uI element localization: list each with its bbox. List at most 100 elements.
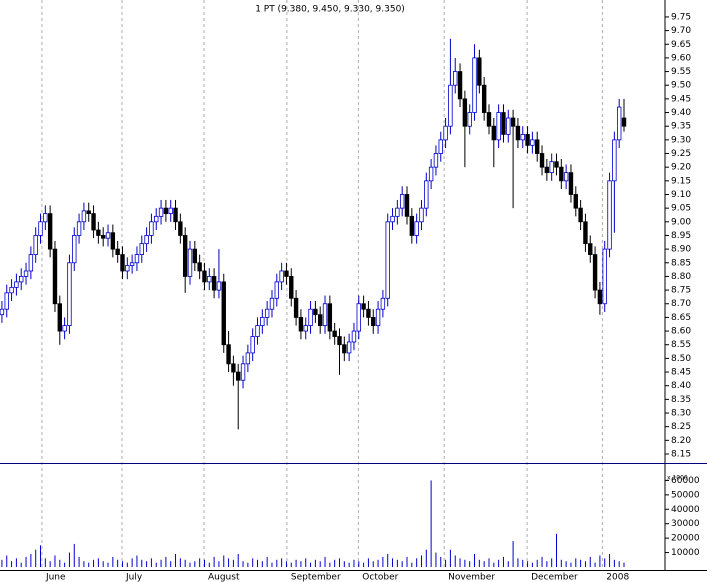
x-tick-label: October bbox=[362, 573, 398, 582]
candle-body bbox=[583, 221, 588, 245]
y-tick-label: 9.60 bbox=[671, 53, 691, 63]
y-tick-label: 30000 bbox=[671, 519, 700, 529]
candle-body bbox=[245, 352, 251, 365]
candle-body bbox=[515, 125, 521, 141]
candle-body bbox=[110, 232, 116, 250]
candle-body bbox=[568, 172, 574, 195]
candle-body bbox=[457, 71, 463, 100]
y-tick-label: 9.40 bbox=[671, 108, 691, 118]
x-tick-label: 2008 bbox=[606, 573, 629, 582]
candle-body bbox=[578, 207, 583, 223]
y-tick-label: 40000 bbox=[671, 505, 700, 515]
candle-body bbox=[202, 270, 207, 283]
y-tick-label: 8.70 bbox=[671, 299, 691, 309]
y-tick-label: 50000 bbox=[671, 490, 700, 500]
y-tick-label: 8.40 bbox=[671, 381, 691, 391]
candle-body bbox=[298, 317, 304, 332]
candle-body bbox=[216, 281, 222, 291]
candle-body bbox=[385, 221, 390, 299]
candle-body bbox=[356, 303, 361, 332]
candle-body bbox=[366, 308, 371, 318]
candle-body bbox=[211, 276, 217, 291]
candle-body bbox=[327, 303, 333, 332]
y-tick-label: 8.90 bbox=[671, 245, 691, 255]
candle-body bbox=[448, 84, 453, 127]
candle-body bbox=[231, 363, 236, 373]
candle-body bbox=[342, 344, 347, 354]
candle-body bbox=[76, 221, 82, 236]
y-tick-label: 60000 bbox=[671, 476, 700, 486]
y-tick-label: 8.55 bbox=[671, 340, 691, 350]
candle-body bbox=[501, 112, 506, 135]
y-tick-label: 8.75 bbox=[671, 286, 691, 296]
candle-body bbox=[105, 232, 111, 239]
candle-body bbox=[52, 248, 58, 305]
y-tick-label: 9.15 bbox=[671, 176, 691, 186]
y-tick-label: 8.35 bbox=[671, 395, 691, 405]
candle-body bbox=[47, 213, 53, 250]
candle-body bbox=[86, 210, 91, 215]
candle-body bbox=[525, 133, 530, 146]
candle-body bbox=[144, 235, 149, 245]
candle-body bbox=[332, 330, 337, 337]
candle-body bbox=[120, 254, 125, 272]
candle-body bbox=[207, 276, 212, 283]
candle-body bbox=[149, 221, 154, 236]
candle-body bbox=[192, 248, 198, 264]
candle-body bbox=[612, 139, 617, 182]
candle-body bbox=[240, 363, 246, 381]
y-tick-label: 9.20 bbox=[671, 163, 691, 173]
candle-body bbox=[0, 308, 5, 316]
candle-body bbox=[559, 166, 564, 182]
candle-body bbox=[96, 229, 101, 236]
candle-body bbox=[539, 153, 545, 168]
candle-body bbox=[100, 235, 106, 239]
candle-body bbox=[346, 341, 352, 354]
candle-body bbox=[554, 161, 559, 168]
x-tick-label: July bbox=[125, 573, 143, 582]
y-tick-label: 9.75 bbox=[671, 12, 691, 22]
candle-body bbox=[269, 297, 275, 310]
candle-body bbox=[250, 336, 255, 354]
candle-body bbox=[293, 297, 299, 318]
candle-body bbox=[535, 139, 540, 154]
candle-body bbox=[607, 180, 612, 250]
y-tick-label: 9.25 bbox=[671, 149, 691, 159]
candle-body bbox=[33, 235, 38, 255]
chart-title: 1 PT (9.380, 9.450, 9.330, 9.350) bbox=[255, 5, 405, 15]
x-tick-label: August bbox=[208, 573, 240, 582]
candle-body bbox=[154, 215, 159, 223]
candle-body bbox=[443, 125, 448, 141]
candle-body bbox=[19, 276, 24, 283]
candle-body bbox=[289, 276, 294, 299]
y-tick-label: 10000 bbox=[671, 548, 700, 558]
candle-body bbox=[462, 98, 468, 127]
candle-body bbox=[399, 194, 405, 209]
x-tick-label: November bbox=[448, 573, 495, 582]
candle-body bbox=[404, 194, 410, 217]
candle-body bbox=[486, 112, 492, 127]
candle-body bbox=[322, 303, 328, 327]
candle-body bbox=[380, 297, 386, 310]
candle-body bbox=[260, 317, 265, 327]
candle-body bbox=[530, 139, 535, 146]
candle-body bbox=[23, 270, 29, 277]
candle-body bbox=[57, 303, 62, 332]
y-tick-label: 8.65 bbox=[671, 313, 691, 323]
y-tick-label: 8.50 bbox=[671, 354, 691, 364]
candle-body bbox=[81, 210, 87, 223]
candle-body bbox=[274, 281, 280, 299]
x-tick-label: June bbox=[45, 573, 66, 582]
candle-body bbox=[563, 172, 569, 182]
candle-body bbox=[226, 344, 231, 365]
candle-body bbox=[115, 248, 120, 255]
y-tick-label: 9.45 bbox=[671, 94, 691, 104]
candle-body bbox=[178, 221, 183, 236]
candle-body bbox=[621, 117, 627, 127]
candle-body bbox=[14, 281, 19, 288]
candle-body bbox=[549, 161, 554, 174]
y-tick-label: 9.00 bbox=[671, 217, 691, 227]
y-tick-label: 20000 bbox=[671, 534, 700, 544]
candle-body bbox=[390, 215, 395, 223]
